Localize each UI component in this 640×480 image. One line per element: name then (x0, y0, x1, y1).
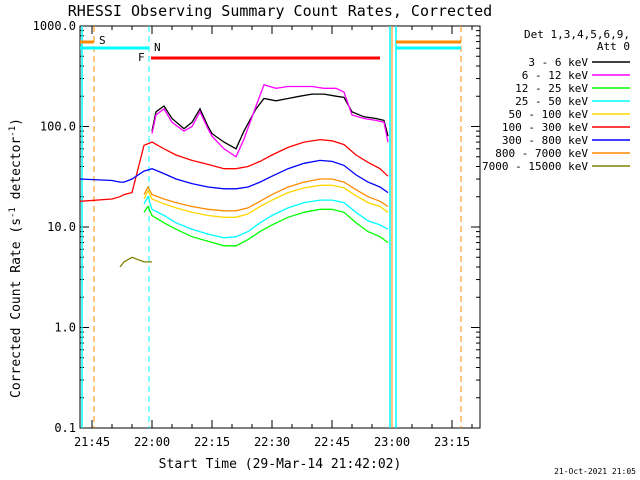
x-tick-label: 22:30 (254, 435, 290, 449)
y-tick-label: 1.0 (54, 321, 76, 335)
legend-label-3: 12 - 25 keV (515, 82, 588, 95)
series-line-2 (151, 84, 389, 158)
x-axis-label: Start Time (29-Mar-14 21:42:02) (159, 457, 402, 472)
series-line-8 (143, 178, 389, 212)
chart-title: RHESSI Observing Summary Count Rates, Co… (68, 2, 492, 20)
x-tick-label: 22:00 (134, 435, 170, 449)
legend-header-line-2: Att 0 (597, 40, 630, 53)
legend-label-9: 7000 - 15000 keV (482, 160, 588, 173)
y-tick-label: 1000.0 (33, 19, 76, 33)
x-tick-label: 23:15 (434, 435, 470, 449)
legend-label-1: 3 - 6 keV (528, 56, 588, 69)
y-tick-label: 100.0 (40, 120, 76, 134)
x-tick-label: 23:00 (374, 435, 410, 449)
series-line-5 (143, 184, 389, 218)
x-axis: 21:45 22:00 22:15 22:30 22:45 23:00 23:15 (74, 26, 473, 449)
legend-label-5: 50 - 100 keV (509, 108, 589, 121)
series-layer (79, 84, 389, 268)
time-markers: S NF (80, 26, 462, 428)
legend-header-line-1: Det 1,3,4,5,6,9, (524, 28, 630, 41)
legend-label-7: 300 - 800 keV (502, 134, 588, 147)
x-tick-label: 22:45 (314, 435, 350, 449)
series-line-9 (119, 256, 152, 268)
x-tick-label: 22:15 (194, 435, 230, 449)
legend-label-6: 100 - 300 keV (502, 121, 588, 134)
legend-label-4: 25 - 50 keV (515, 95, 588, 108)
saa-label: S (99, 34, 106, 47)
series-line-6 (79, 138, 389, 202)
series-line-3 (143, 205, 389, 247)
legend-label-2: 6 - 12 keV (522, 69, 589, 82)
series-line-4 (143, 195, 389, 239)
y-tick-label: 0.1 (54, 421, 76, 435)
series-line-7 (79, 159, 389, 194)
y-axis-label: Corrected Count Rate (s-1 detector-1) (8, 118, 24, 398)
night-label: N (154, 41, 161, 54)
x-tick-label: 21:45 (74, 435, 110, 449)
footer-timestamp: 21-Oct-2021 21:05 (554, 467, 636, 476)
flare-label: F (138, 51, 145, 64)
y-tick-label: 10.0 (47, 220, 76, 234)
legend-label-8: 800 - 7000 keV (495, 147, 588, 160)
